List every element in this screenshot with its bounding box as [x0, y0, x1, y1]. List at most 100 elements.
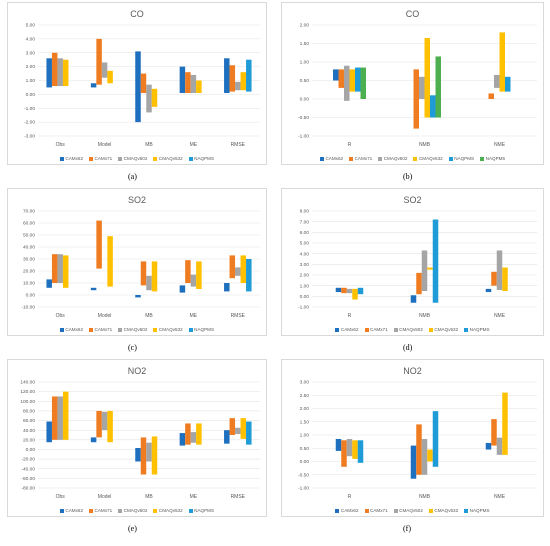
legend-item: CAMx71 [89, 327, 112, 332]
chart-plot: -1.00 -0.50 0.00 0.50 1.00 1.50 2.00 2.50 3.00 R N… [298, 380, 537, 500]
x-tick-label: Obs [56, 494, 66, 500]
bar [190, 432, 197, 443]
bar [57, 254, 63, 283]
y-tick-label: -20.00 [21, 457, 35, 463]
bar [494, 74, 500, 88]
legend-item: NAQPMS [464, 327, 490, 332]
y-tick-label: 7.00 [300, 219, 310, 225]
legend-label: CAMx71 [354, 156, 373, 161]
legend-item: CMAQv502 [393, 508, 423, 513]
x-tick-label: R [348, 313, 352, 319]
bar [335, 287, 342, 293]
bar [240, 72, 247, 91]
y-tick-label: -0.50 [298, 115, 309, 121]
bar [146, 84, 152, 113]
bar [229, 418, 236, 435]
y-tick-label: 60.00 [23, 418, 35, 424]
legend-label: CMAQv532 [158, 508, 183, 513]
y-tick-label: -1.00 [298, 486, 309, 492]
bar [90, 437, 97, 443]
legend-swatch [188, 508, 193, 513]
bar [46, 58, 52, 88]
chart-panel-c: SO2 -10.00 0.00 10.00 20.00 30.00 40.00 50.00 6… [7, 188, 267, 336]
y-tick-label: 2.00 [26, 64, 36, 70]
bar [101, 411, 108, 431]
legend-label: NAQPMS [194, 156, 215, 161]
bar [62, 255, 69, 288]
legend-item: NAQPMS [188, 156, 215, 161]
bar [360, 67, 366, 99]
y-tick-label: -1.00 [298, 305, 309, 311]
bar [190, 274, 197, 287]
legend-label: CAMx71 [94, 327, 113, 332]
legend-item: CAMx62 [319, 156, 343, 161]
x-tick-label: R [348, 142, 352, 148]
legend-label: CAMx62 [340, 327, 359, 332]
bar [419, 76, 425, 99]
legend-label: CMAQv502 [399, 327, 423, 332]
bar [430, 95, 436, 118]
legend-swatch [364, 327, 369, 332]
x-tick-label: RMSE [231, 313, 246, 319]
legend-label: CMAQv532 [158, 156, 183, 161]
bar [51, 254, 58, 283]
legend-swatch [188, 327, 193, 332]
y-tick-label: 0.00 [300, 97, 310, 103]
legend-item: CAMx62 [59, 508, 84, 513]
legend-swatch [89, 156, 94, 161]
legend-label: CAMx71 [370, 508, 388, 513]
bar [107, 236, 113, 287]
y-tick-label: -0.50 [298, 472, 309, 478]
bar [235, 427, 241, 435]
y-tick-label: 3.00 [300, 262, 310, 268]
bar [240, 255, 247, 283]
x-tick-label: RMSE [231, 142, 246, 148]
bar [355, 67, 361, 92]
bar [435, 56, 441, 118]
legend-label: CMAQv502 [123, 327, 148, 332]
legend-label: NAQPMS [194, 327, 215, 332]
legend-swatch [448, 156, 453, 161]
bar [135, 448, 141, 462]
bar [51, 52, 58, 87]
legend-item: CMAQv502 [118, 156, 147, 161]
y-tick-label: -40.00 [21, 466, 35, 472]
y-tick-label: 70.00 [23, 209, 35, 215]
bar [146, 442, 152, 462]
x-tick-label: R [348, 494, 352, 500]
x-tick-label: MB [145, 494, 153, 500]
x-tick-label: Model [98, 313, 112, 319]
bar [185, 260, 191, 283]
y-tick-label: 20.00 [23, 269, 35, 275]
y-tick-label: 2.00 [300, 23, 310, 29]
bar [179, 433, 186, 446]
legend-swatch [118, 508, 123, 513]
bar [424, 37, 430, 118]
y-tick-label: 40.00 [23, 245, 35, 251]
chart-panel-d: SO2 -1.00 0.00 1.00 2.00 3.00 4.00 5.00 6.00 7.0… [281, 188, 544, 336]
legend-label: NAQPMS [194, 508, 215, 513]
y-tick-label: 0.50 [300, 78, 310, 84]
bar [46, 421, 52, 443]
chart-plot: -1.00 -0.50 0.00 0.50 1.00 1.50 2.00 R NMB NME [298, 23, 537, 148]
bar [505, 76, 511, 92]
bar [246, 59, 252, 92]
legend-label: CMAQv532 [434, 327, 459, 332]
bar [140, 73, 147, 93]
bar [410, 295, 417, 303]
bar [491, 271, 497, 286]
legend-item: NAQPMS [448, 156, 474, 161]
chart-legend: CAMx62 CAMx71 CMAQv502 CMAQv532 NAQPMS [8, 156, 266, 161]
x-tick-label: Model [98, 494, 112, 500]
bar [151, 88, 158, 107]
y-tick-label: 0.00 [300, 294, 310, 300]
bar [185, 72, 191, 93]
y-tick-label: 50.00 [23, 233, 35, 239]
bar [341, 287, 347, 294]
legend-swatch [319, 156, 324, 161]
legend-label: CAMx71 [94, 508, 113, 513]
bar [335, 438, 342, 451]
legend-label: CAMx62 [65, 508, 84, 513]
bar [421, 250, 428, 291]
chart-plot: -80.00 -60.00 -40.00 -20.00 0.00 20.00 40.00 60… [20, 380, 260, 500]
